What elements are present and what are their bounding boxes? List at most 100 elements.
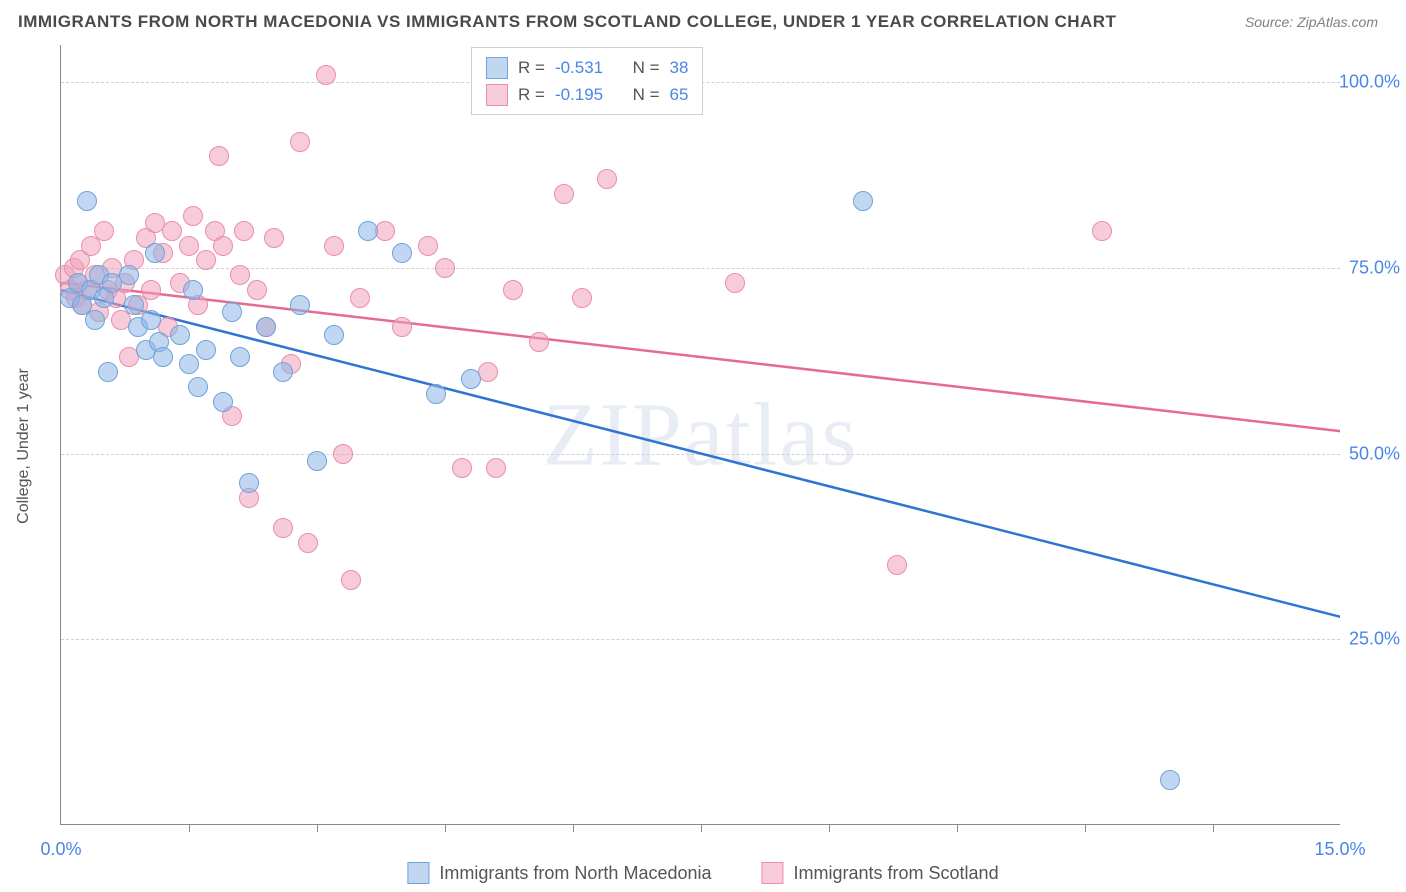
n-label: N = (633, 54, 660, 81)
data-point (141, 310, 161, 330)
data-point (316, 65, 336, 85)
data-point (461, 369, 481, 389)
data-point (145, 243, 165, 263)
data-point (375, 221, 395, 241)
y-tick-label: 50.0% (1349, 443, 1400, 464)
data-point (426, 384, 446, 404)
trend-line-b (61, 283, 1340, 432)
data-point (478, 362, 498, 382)
trend-line-a (61, 290, 1340, 617)
data-point (213, 392, 233, 412)
n-value-a: 38 (670, 54, 689, 81)
data-point (529, 332, 549, 352)
chart-title: IMMIGRANTS FROM NORTH MACEDONIA VS IMMIG… (18, 12, 1116, 32)
y-tick-label: 100.0% (1339, 72, 1400, 93)
data-point (1160, 770, 1180, 790)
series-a-label: Immigrants from North Macedonia (439, 863, 711, 884)
swatch-b-icon (762, 862, 784, 884)
data-point (256, 317, 276, 337)
r-value-b: -0.195 (555, 81, 603, 108)
data-point (290, 295, 310, 315)
y-axis-label: College, Under 1 year (15, 368, 33, 524)
x-tick (189, 824, 190, 832)
data-point (239, 473, 259, 493)
data-point (153, 347, 173, 367)
data-point (179, 354, 199, 374)
data-point (94, 221, 114, 241)
data-point (324, 236, 344, 256)
data-point (77, 191, 97, 211)
data-point (341, 570, 361, 590)
n-value-b: 65 (670, 81, 689, 108)
data-point (290, 132, 310, 152)
data-point (98, 362, 118, 382)
data-point (124, 295, 144, 315)
data-point (141, 280, 161, 300)
data-point (503, 280, 523, 300)
x-tick (573, 824, 574, 832)
x-tick (317, 824, 318, 832)
data-point (247, 280, 267, 300)
x-max-label: 15.0% (1314, 839, 1365, 860)
data-point (350, 288, 370, 308)
data-point (196, 340, 216, 360)
data-point (324, 325, 344, 345)
data-point (273, 362, 293, 382)
r-label: R = (518, 81, 545, 108)
data-point (213, 236, 233, 256)
data-point (119, 265, 139, 285)
x-tick (829, 824, 830, 832)
series-b-label: Immigrants from Scotland (794, 863, 999, 884)
data-point (392, 317, 412, 337)
r-value-a: -0.531 (555, 54, 603, 81)
data-point (222, 302, 242, 322)
y-tick-label: 25.0% (1349, 629, 1400, 650)
trend-lines (61, 45, 1340, 824)
data-point (572, 288, 592, 308)
x-tick (1085, 824, 1086, 832)
y-tick-label: 75.0% (1349, 257, 1400, 278)
data-point (452, 458, 472, 478)
data-point (435, 258, 455, 278)
data-point (196, 250, 216, 270)
data-point (179, 236, 199, 256)
plot-area: ZIPatlas R = -0.531 N = 38 R = -0.195 N … (60, 45, 1340, 825)
data-point (1092, 221, 1112, 241)
data-point (264, 228, 284, 248)
correlation-legend: R = -0.531 N = 38 R = -0.195 N = 65 (471, 47, 703, 115)
data-point (183, 206, 203, 226)
data-point (307, 451, 327, 471)
data-point (597, 169, 617, 189)
data-point (162, 221, 182, 241)
data-point (358, 221, 378, 241)
data-point (418, 236, 438, 256)
swatch-b-icon (486, 84, 508, 106)
data-point (188, 377, 208, 397)
data-point (230, 265, 250, 285)
legend-row-a: R = -0.531 N = 38 (486, 54, 688, 81)
x-tick (445, 824, 446, 832)
swatch-a-icon (486, 57, 508, 79)
data-point (392, 243, 412, 263)
legend-item-b: Immigrants from Scotland (762, 862, 999, 884)
data-point (85, 310, 105, 330)
legend-row-b: R = -0.195 N = 65 (486, 81, 688, 108)
x-min-label: 0.0% (40, 839, 81, 860)
data-point (486, 458, 506, 478)
x-tick (1213, 824, 1214, 832)
data-point (170, 325, 190, 345)
data-point (234, 221, 254, 241)
data-point (273, 518, 293, 538)
data-point (853, 191, 873, 211)
data-point (230, 347, 250, 367)
data-point (209, 146, 229, 166)
n-label: N = (633, 81, 660, 108)
series-legend: Immigrants from North Macedonia Immigran… (407, 862, 998, 884)
data-point (725, 273, 745, 293)
r-label: R = (518, 54, 545, 81)
data-point (887, 555, 907, 575)
data-point (333, 444, 353, 464)
x-tick (957, 824, 958, 832)
swatch-a-icon (407, 862, 429, 884)
source-attribution: Source: ZipAtlas.com (1245, 14, 1378, 30)
